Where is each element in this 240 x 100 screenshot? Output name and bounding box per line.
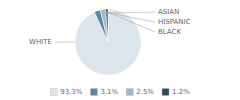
legend-label: 2.5% — [136, 88, 154, 96]
slice-label: BLACK — [158, 28, 181, 36]
legend-swatch — [50, 89, 57, 96]
chart: WHITE ASIAN HISPANIC BLACK 93.3% 3.1% 2.5% 1.2% — [0, 0, 240, 100]
slice-label: ASIAN — [158, 8, 179, 16]
leader-line — [55, 42, 75, 43]
legend-label: 1.2% — [172, 88, 190, 96]
legend-swatch — [90, 89, 97, 96]
legend-swatch — [162, 89, 169, 96]
legend: 93.3% 3.1% 2.5% 1.2% — [50, 88, 190, 96]
slice-label: WHITE — [29, 38, 52, 46]
slices — [75, 9, 141, 75]
slice — [94, 10, 108, 42]
slice — [100, 9, 108, 42]
slice — [75, 9, 141, 75]
leader-line — [107, 12, 155, 32]
labels: WHITE ASIAN HISPANIC BLACK — [29, 8, 191, 46]
legend-label: 3.1% — [100, 88, 118, 96]
slice-label: HISPANIC — [158, 18, 191, 26]
slice — [106, 9, 108, 42]
legend-label: 93.3% — [60, 88, 83, 96]
legend-swatch — [126, 89, 133, 96]
